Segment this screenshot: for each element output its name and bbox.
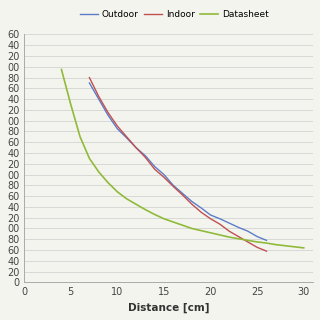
- Outdoor: [246, 229, 250, 233]
- Indoor: [97, 94, 101, 98]
- Datasheet: [78, 135, 82, 139]
- Indoor: [143, 156, 147, 159]
- Outdoor: [162, 173, 166, 177]
- Line: Datasheet: Datasheet: [61, 69, 304, 248]
- Indoor: [116, 124, 119, 128]
- Outdoor: [199, 206, 203, 210]
- Indoor: [190, 202, 194, 206]
- Indoor: [125, 135, 129, 139]
- Outdoor: [106, 113, 110, 117]
- Datasheet: [116, 190, 119, 194]
- Datasheet: [125, 197, 129, 201]
- Datasheet: [227, 235, 231, 239]
- Datasheet: [274, 243, 278, 247]
- Indoor: [236, 235, 240, 238]
- Datasheet: [60, 68, 63, 71]
- Datasheet: [236, 237, 240, 241]
- Outdoor: [97, 97, 101, 101]
- Datasheet: [283, 244, 287, 248]
- Line: Outdoor: Outdoor: [89, 83, 267, 240]
- Indoor: [255, 245, 259, 249]
- Indoor: [162, 175, 166, 179]
- Outdoor: [181, 192, 185, 196]
- Indoor: [218, 222, 222, 226]
- Outdoor: [143, 154, 147, 158]
- Outdoor: [171, 183, 175, 187]
- Datasheet: [181, 223, 185, 227]
- Datasheet: [190, 227, 194, 230]
- X-axis label: Distance [cm]: Distance [cm]: [128, 303, 209, 313]
- Datasheet: [209, 231, 212, 235]
- Datasheet: [302, 246, 306, 250]
- Outdoor: [236, 226, 240, 229]
- Datasheet: [162, 217, 166, 221]
- Indoor: [246, 240, 250, 244]
- Datasheet: [292, 245, 296, 249]
- Datasheet: [246, 238, 250, 242]
- Indoor: [153, 167, 156, 171]
- Outdoor: [116, 127, 119, 131]
- Datasheet: [218, 233, 222, 237]
- Indoor: [199, 210, 203, 214]
- Indoor: [171, 185, 175, 188]
- Indoor: [265, 249, 268, 253]
- Datasheet: [69, 103, 73, 107]
- Indoor: [106, 111, 110, 115]
- Outdoor: [153, 164, 156, 168]
- Outdoor: [255, 235, 259, 238]
- Outdoor: [190, 200, 194, 204]
- Datasheet: [106, 181, 110, 185]
- Line: Indoor: Indoor: [89, 77, 267, 251]
- Datasheet: [134, 202, 138, 206]
- Indoor: [134, 146, 138, 149]
- Outdoor: [227, 221, 231, 225]
- Indoor: [209, 217, 212, 221]
- Indoor: [227, 229, 231, 233]
- Outdoor: [134, 146, 138, 149]
- Outdoor: [218, 217, 222, 221]
- Outdoor: [125, 136, 129, 140]
- Datasheet: [265, 241, 268, 245]
- Indoor: [181, 193, 185, 197]
- Outdoor: [265, 238, 268, 242]
- Datasheet: [143, 208, 147, 212]
- Datasheet: [97, 170, 101, 174]
- Outdoor: [87, 81, 91, 85]
- Datasheet: [153, 212, 156, 216]
- Outdoor: [209, 213, 212, 217]
- Datasheet: [255, 240, 259, 244]
- Datasheet: [199, 229, 203, 233]
- Indoor: [87, 76, 91, 79]
- Legend: Outdoor, Indoor, Datasheet: Outdoor, Indoor, Datasheet: [76, 7, 272, 23]
- Datasheet: [87, 156, 91, 160]
- Datasheet: [171, 220, 175, 224]
